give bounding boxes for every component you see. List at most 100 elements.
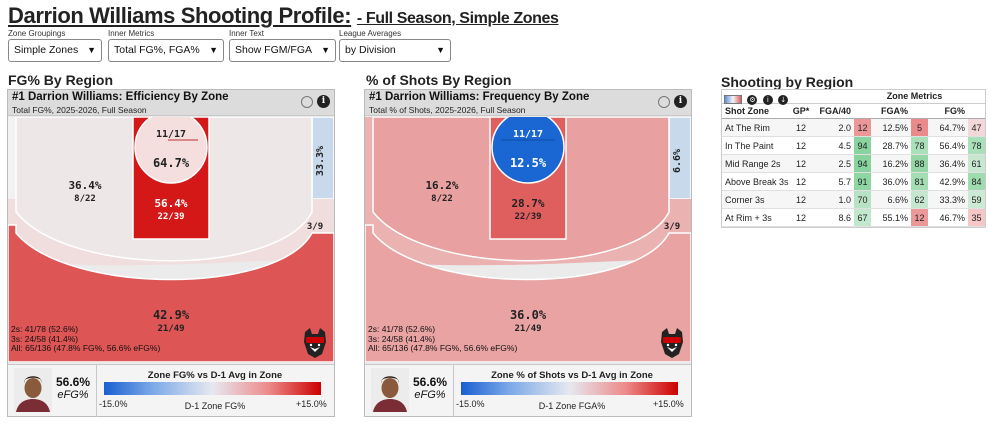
stat-line-3s: 3s: 24/58 (41.4%) [11, 333, 79, 344]
filter-inner-metrics: Inner Metrics Total FG%, FGA% ▼ [108, 28, 224, 62]
cell-fga40: 1.0 [838, 194, 851, 205]
filter-label: Inner Metrics [108, 29, 155, 38]
select-value: Simple Zones [14, 44, 79, 56]
league-averages-select[interactable]: by Division ▼ [339, 39, 451, 62]
cell-zone: Above Break 3s [725, 176, 789, 187]
scale-title: Zone % of Shots vs D-1 Avg in Zone [491, 370, 653, 381]
card-title: #1 Darrion Williams: Efficiency By Zone [12, 91, 229, 103]
table-row: Above Break 3s 12 5.7 91 36.0% 81 42.9% 84 [722, 173, 985, 191]
three-frac: 21/49 [157, 324, 184, 334]
col-header-gp[interactable]: GP* [792, 106, 810, 116]
color-scale-bar [104, 382, 321, 395]
page-title-main: Darrion Williams Shooting Profile: [8, 3, 352, 28]
color-toggle-icon[interactable] [724, 95, 742, 105]
mid-frac: 8/22 [74, 194, 96, 204]
cell-fgpct_rk: 47 [968, 119, 985, 136]
three-pct: 36.0% [510, 308, 547, 322]
cell-fgpct_rk: 35 [968, 209, 985, 226]
cell-zone: Corner 3s [725, 194, 765, 205]
cell-fgpct: 56.4% [939, 140, 965, 151]
table-header-row: Shot Zone GP* FGA/40 FGA% FG% [722, 104, 985, 119]
corner-right-pct: 6.6% [672, 149, 683, 173]
card-subtitle: Total FG%, 2025-2026, Full Season [12, 105, 147, 115]
scale-min: -15.0% [99, 399, 128, 409]
zone-three [365, 224, 691, 362]
filter-zone-groupings: Zone Groupings Simple Zones ▼ [8, 28, 102, 62]
toggle-circle-icon[interactable] [657, 95, 670, 108]
three-frac: 21/49 [514, 324, 541, 334]
rim-pct: 64.7% [153, 156, 190, 170]
cell-fga40_rk: 12 [854, 119, 871, 136]
info-icon[interactable]: i [317, 95, 330, 109]
cell-zone: Mid Range 2s [725, 158, 781, 169]
wolf-logo-icon [304, 328, 326, 358]
col-header-fgpct[interactable]: FG% [944, 106, 965, 116]
corner-right-frac: 3/9 [664, 222, 680, 232]
cell-fga40_rk: 94 [854, 155, 871, 172]
rim-pct: 12.5% [510, 156, 547, 170]
chevron-down-icon: ▼ [321, 45, 330, 55]
chevron-down-icon: ▼ [209, 45, 218, 55]
cell-fgapct: 55.1% [882, 212, 908, 223]
zone-rim [134, 117, 208, 184]
cell-fgapct: 16.2% [882, 158, 908, 169]
zone-rim [491, 117, 565, 184]
info-icon[interactable]: i [762, 94, 773, 105]
select-value: by Division [345, 44, 396, 56]
table-row: In The Paint 12 4.5 94 28.7% 78 56.4% 78 [722, 137, 985, 155]
cell-fgpct: 46.7% [939, 212, 965, 223]
inner-metrics-select[interactable]: Total FG%, FGA% ▼ [108, 39, 224, 62]
rim-frac: 11/17 [513, 129, 543, 140]
chevron-down-icon: ▼ [436, 45, 445, 55]
cell-fgapct_rk: 81 [911, 173, 928, 190]
legend-divider [96, 365, 97, 417]
cell-fga40: 2.0 [838, 122, 851, 133]
inner-text-select[interactable]: Show FGM/FGA ▼ [229, 39, 336, 62]
col-header-fgapct[interactable]: FGA% [881, 106, 908, 116]
efg-label: eFG% [57, 389, 89, 401]
cell-gp: 12 [795, 194, 806, 205]
scale-label: D-1 Zone FGA% [538, 401, 606, 411]
table-toolbar: ⚙ i ↓ Zone Metrics [722, 90, 985, 105]
shot-chart-court: 11/17 12.5% 28.7% 22/39 16.2% 8/22 6.6% … [365, 117, 691, 362]
paint-frac: 22/39 [514, 212, 541, 222]
download-icon[interactable]: ↓ [778, 94, 789, 105]
efg-label: eFG% [414, 389, 446, 401]
zone-groupings-select[interactable]: Simple Zones ▼ [8, 39, 102, 62]
cell-zone: At The Rim [725, 122, 770, 133]
chevron-down-icon: ▼ [87, 45, 96, 55]
season-stat-lines: 2s: 41/78 (52.6%) 3s: 24/58 (41.4%) All:… [11, 324, 160, 354]
scale-max: +15.0% [653, 399, 684, 409]
cell-fgapct: 12.5% [882, 122, 908, 133]
player-avatar [371, 368, 409, 412]
cell-fgpct_rk: 61 [968, 155, 985, 172]
efficiency-chart-card: #1 Darrion Williams: Efficiency By Zone … [7, 89, 335, 417]
cell-gp: 12 [795, 122, 806, 133]
cell-fgapct: 36.0% [882, 176, 908, 187]
section-title-fg: FG% By Region [8, 72, 114, 88]
cell-zone: In The Paint [725, 140, 774, 151]
cell-fga40_rk: 70 [854, 191, 871, 208]
cell-fga40_rk: 67 [854, 209, 871, 226]
toggle-circle-icon[interactable] [300, 95, 313, 108]
mid-pct: 36.4% [68, 179, 101, 192]
col-header-zone[interactable]: Shot Zone [725, 106, 769, 116]
cell-zone: At Rim + 3s [725, 212, 772, 223]
card-subtitle: Total % of Shots, 2025-2026, Full Season [369, 105, 526, 115]
table-row: Mid Range 2s 12 2.5 94 16.2% 88 36.4% 61 [722, 155, 985, 173]
scale-title: Zone FG% vs D-1 Avg in Zone [147, 370, 283, 381]
info-icon[interactable]: i [674, 95, 687, 109]
card-title: #1 Darrion Williams: Frequency By Zone [369, 91, 590, 103]
col-header-fga40[interactable]: FGA/40 [819, 106, 851, 116]
legend-panel: 56.6% eFG% Zone FG% vs D-1 Avg in Zone -… [8, 364, 334, 417]
paint-pct: 28.7% [511, 197, 544, 210]
filter-label: League Averages [339, 29, 402, 38]
cell-fgpct: 42.9% [939, 176, 965, 187]
section-title-shots: % of Shots By Region [366, 72, 512, 88]
cell-fga40_rk: 91 [854, 173, 871, 190]
section-title-table: Shooting by Region [721, 74, 854, 90]
cell-gp: 12 [795, 140, 806, 151]
gear-icon[interactable]: ⚙ [747, 94, 758, 105]
player-avatar [14, 368, 52, 412]
cell-fgpct: 33.3% [939, 194, 965, 205]
